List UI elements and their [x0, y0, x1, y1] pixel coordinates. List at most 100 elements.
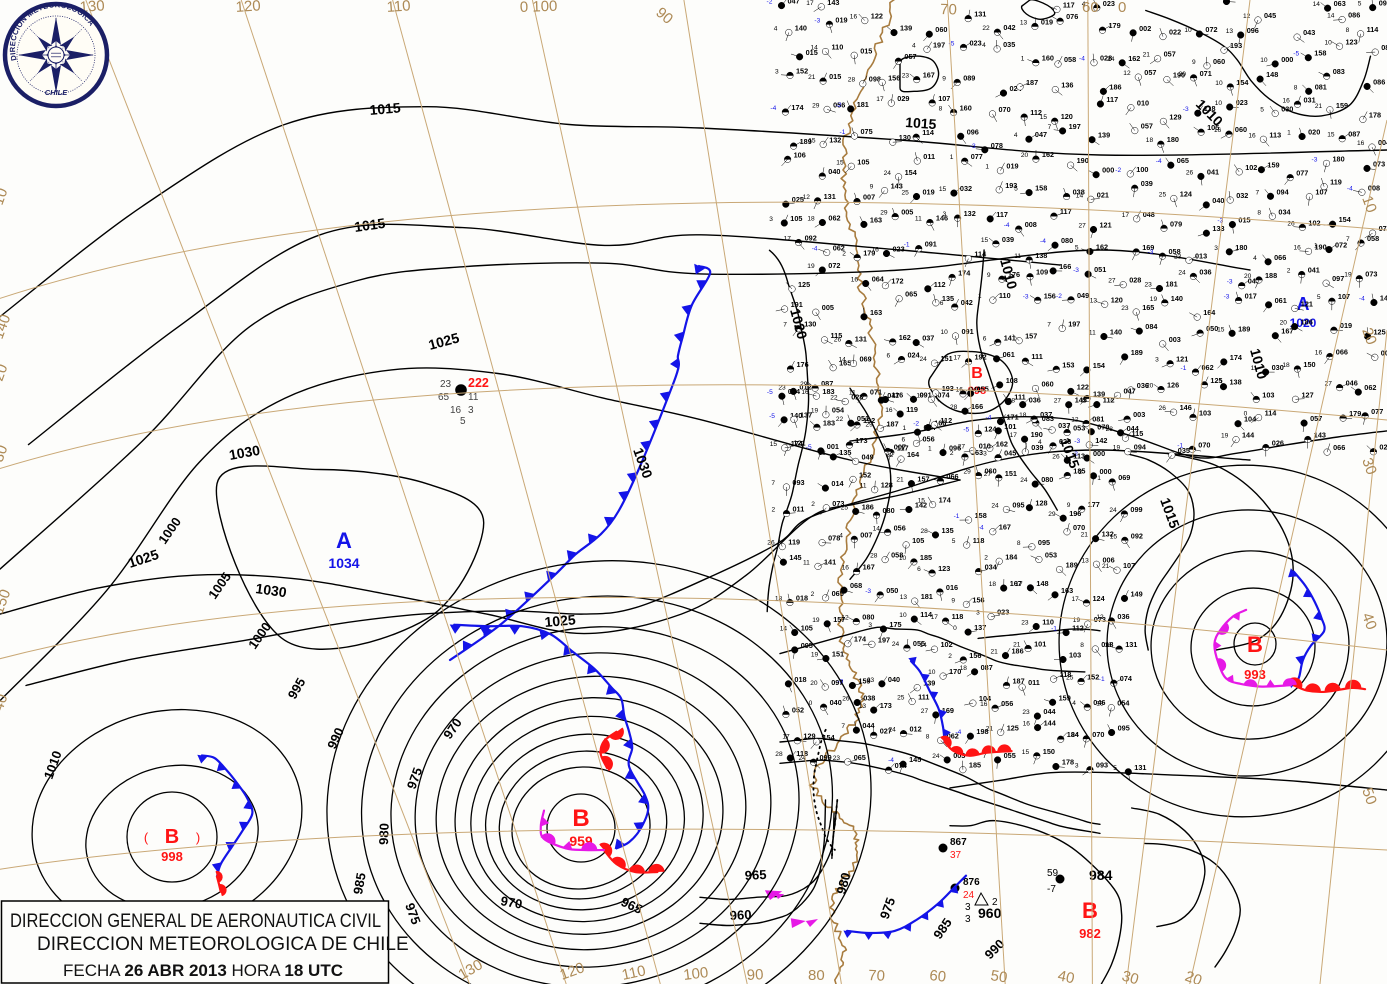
- svg-text:026: 026: [1272, 439, 1284, 448]
- svg-text:197: 197: [1069, 122, 1081, 131]
- svg-text:028: 028: [1129, 276, 1141, 285]
- svg-text:176: 176: [797, 360, 809, 369]
- svg-text:054: 054: [832, 406, 845, 415]
- svg-text:069: 069: [860, 355, 872, 364]
- svg-text:086: 086: [1348, 11, 1360, 20]
- svg-text:24: 24: [1071, 732, 1079, 739]
- svg-text:138: 138: [1035, 251, 1047, 260]
- svg-text:21: 21: [991, 649, 999, 656]
- svg-text:5: 5: [460, 416, 466, 427]
- svg-text:B: B: [572, 805, 589, 832]
- svg-text:070: 070: [999, 105, 1011, 114]
- svg-text:19: 19: [1221, 433, 1229, 440]
- svg-text:140: 140: [1171, 294, 1183, 303]
- svg-text:015: 015: [829, 72, 841, 81]
- svg-text:070: 070: [1092, 730, 1104, 739]
- svg-text:29: 29: [1048, 511, 1056, 518]
- svg-text:177: 177: [1088, 500, 1100, 509]
- svg-text:153: 153: [1062, 360, 1074, 369]
- svg-text:105: 105: [790, 214, 802, 223]
- svg-text:-4: -4: [1079, 56, 1085, 63]
- svg-text:-5: -5: [806, 444, 812, 451]
- svg-text:-5: -5: [769, 413, 775, 420]
- svg-text:037: 037: [1040, 410, 1052, 419]
- svg-text:123: 123: [1346, 37, 1358, 46]
- svg-text:B: B: [165, 826, 179, 848]
- svg-text:15: 15: [808, 137, 816, 144]
- svg-text:154: 154: [1339, 215, 1352, 224]
- svg-text:174: 174: [1230, 353, 1243, 362]
- svg-text:16: 16: [850, 14, 858, 21]
- svg-text:174: 174: [791, 103, 804, 112]
- svg-text:053: 053: [1045, 551, 1057, 560]
- svg-text:021: 021: [1379, 443, 1387, 452]
- svg-text:180: 180: [1167, 135, 1179, 144]
- svg-text:151: 151: [1005, 469, 1017, 478]
- svg-text:22: 22: [830, 395, 838, 402]
- svg-text:156: 156: [1044, 291, 1056, 300]
- svg-text:B: B: [971, 365, 983, 382]
- svg-text:057: 057: [1310, 414, 1322, 423]
- svg-text:19: 19: [807, 263, 815, 270]
- svg-text:158: 158: [975, 511, 987, 520]
- svg-text:7: 7: [783, 322, 787, 329]
- svg-text:131: 131: [855, 335, 867, 344]
- svg-text:174: 174: [958, 268, 971, 277]
- svg-text:065: 065: [1177, 156, 1189, 165]
- svg-text:-4: -4: [888, 757, 894, 764]
- svg-text:056: 056: [923, 434, 935, 443]
- svg-text:24: 24: [920, 356, 928, 363]
- svg-text:0 100: 0 100: [520, 0, 558, 16]
- svg-text:17: 17: [1015, 581, 1023, 588]
- svg-text:043: 043: [1303, 28, 1315, 37]
- svg-text:4: 4: [774, 26, 778, 33]
- svg-text:-3: -3: [865, 588, 871, 595]
- svg-text:14: 14: [780, 626, 788, 633]
- svg-text:096: 096: [1247, 26, 1259, 35]
- svg-text:-2: -2: [1115, 167, 1121, 174]
- svg-text:044: 044: [1127, 424, 1140, 433]
- svg-text:998: 998: [161, 849, 183, 864]
- svg-text:019: 019: [1041, 17, 1053, 26]
- svg-text:056: 056: [1001, 699, 1013, 708]
- svg-text:26: 26: [834, 337, 842, 344]
- svg-text:185: 185: [920, 553, 932, 562]
- svg-text:065: 065: [905, 290, 917, 299]
- svg-text:122: 122: [871, 12, 883, 21]
- svg-text:117: 117: [996, 210, 1008, 219]
- svg-text:183: 183: [823, 418, 835, 427]
- svg-text:141: 141: [824, 557, 836, 566]
- svg-text:160: 160: [960, 103, 972, 112]
- svg-text:156: 156: [969, 651, 981, 660]
- svg-text:175: 175: [889, 620, 901, 629]
- svg-text:2: 2: [1287, 268, 1291, 275]
- svg-text:3: 3: [868, 622, 872, 629]
- svg-text:159: 159: [1267, 161, 1279, 170]
- svg-text:144: 144: [1044, 719, 1057, 728]
- svg-text:3: 3: [468, 405, 474, 416]
- svg-text:051: 051: [1094, 265, 1106, 274]
- svg-text:12: 12: [1071, 417, 1079, 424]
- svg-text:982: 982: [1079, 926, 1101, 941]
- svg-text:20: 20: [1244, 273, 1252, 280]
- svg-text:-1: -1: [1177, 442, 1183, 449]
- svg-text:111: 111: [918, 693, 929, 702]
- svg-text:18: 18: [1146, 137, 1154, 144]
- svg-text:21: 21: [896, 477, 904, 484]
- svg-text:103: 103: [1262, 390, 1274, 399]
- svg-text:000: 000: [1102, 166, 1114, 175]
- svg-text:15: 15: [981, 237, 989, 244]
- svg-text:197: 197: [878, 635, 890, 644]
- svg-text:24: 24: [932, 753, 940, 760]
- svg-text:16: 16: [980, 701, 988, 708]
- svg-text:001: 001: [827, 442, 839, 451]
- svg-text:150: 150: [1303, 360, 1315, 369]
- svg-text:28: 28: [950, 404, 958, 411]
- svg-text:-1: -1: [1099, 676, 1105, 683]
- svg-text:8: 8: [926, 733, 930, 740]
- svg-text:094: 094: [788, 387, 801, 396]
- svg-text:167: 167: [999, 523, 1011, 532]
- svg-text:15: 15: [770, 441, 778, 448]
- svg-text:-2: -2: [767, 0, 773, 6]
- svg-text:080: 080: [862, 613, 874, 622]
